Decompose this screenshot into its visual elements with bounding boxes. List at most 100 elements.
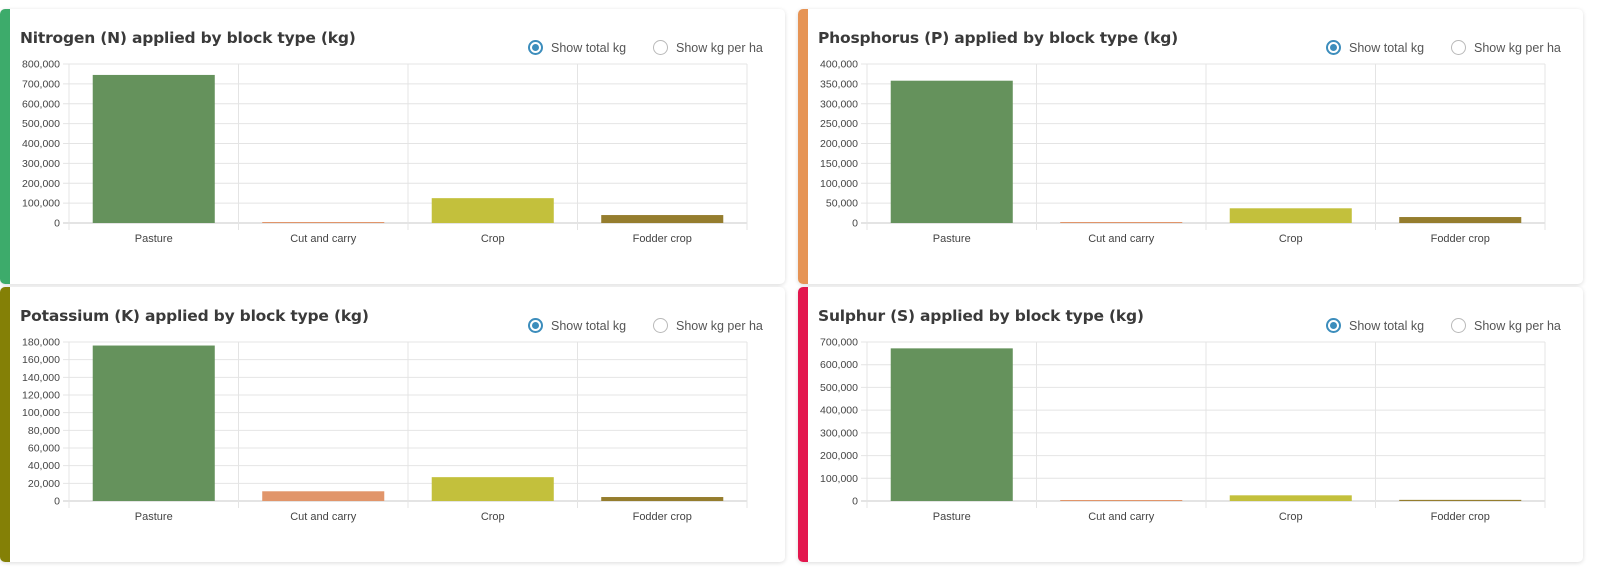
nitrogen-show-total-radio[interactable]: Show total kg bbox=[528, 40, 626, 55]
y-tick-label: 60,000 bbox=[28, 443, 60, 455]
y-tick-label: 40,000 bbox=[28, 460, 60, 472]
phosphorus-chart-title: Phosphorus (P) applied by block type (kg… bbox=[818, 29, 1178, 47]
bar-crop bbox=[1229, 495, 1352, 501]
y-tick-label: 180,000 bbox=[22, 337, 60, 349]
y-tick-label: 500,000 bbox=[820, 382, 858, 394]
x-tick-label: Fodder crop bbox=[633, 233, 692, 245]
y-tick-label: 200,000 bbox=[820, 138, 858, 150]
radio-checked-icon bbox=[1326, 318, 1341, 333]
y-tick-label: 700,000 bbox=[820, 337, 858, 349]
y-tick-label: 500,000 bbox=[22, 118, 60, 130]
y-tick-label: 150,000 bbox=[820, 158, 858, 170]
potassium-show-perha-label: Show kg per ha bbox=[676, 318, 763, 333]
phosphorus-show-total-radio[interactable]: Show total kg bbox=[1326, 40, 1424, 55]
y-tick-label: 100,000 bbox=[22, 407, 60, 419]
bar-cut-and-carry bbox=[262, 491, 385, 501]
sulphur-accent-bar bbox=[798, 287, 808, 562]
x-tick-label: Crop bbox=[1279, 233, 1303, 245]
x-tick-label: Pasture bbox=[933, 233, 971, 245]
potassium-show-perha-radio[interactable]: Show kg per ha bbox=[653, 318, 763, 333]
y-tick-label: 600,000 bbox=[22, 98, 60, 110]
y-tick-label: 80,000 bbox=[28, 425, 60, 437]
phosphorus-accent-bar bbox=[798, 9, 808, 284]
nitrogen-card: Nitrogen (N) applied by block type (kg) … bbox=[0, 9, 785, 284]
potassium-show-total-label: Show total kg bbox=[551, 318, 627, 333]
y-tick-label: 400,000 bbox=[820, 59, 858, 71]
y-tick-label: 100,000 bbox=[820, 178, 858, 190]
y-tick-label: 400,000 bbox=[22, 138, 60, 150]
bar-crop bbox=[431, 198, 554, 223]
bar-cut-and-carry bbox=[1060, 222, 1183, 223]
y-tick-label: 0 bbox=[852, 218, 858, 230]
potassium-card: Potassium (K) applied by block type (kg)… bbox=[0, 287, 785, 562]
nitrogen-bar-chart: 0 100,000 200,000 300,000 400,000 500,000 600,… bbox=[22, 59, 748, 245]
bar-crop bbox=[431, 477, 554, 501]
y-tick-label: 100,000 bbox=[820, 473, 858, 485]
x-tick-label: Pasture bbox=[933, 511, 971, 523]
radio-checked-icon bbox=[528, 40, 543, 55]
x-tick-label: Crop bbox=[481, 233, 505, 245]
potassium-accent-bar bbox=[0, 287, 10, 562]
sulphur-show-perha-label: Show kg per ha bbox=[1474, 318, 1561, 333]
phosphorus-card: Phosphorus (P) applied by block type (kg… bbox=[798, 9, 1583, 284]
bar-fodder-crop bbox=[601, 215, 724, 223]
y-tick-label: 200,000 bbox=[820, 450, 858, 462]
y-tick-label: 300,000 bbox=[820, 98, 858, 110]
sulphur-show-total-label: Show total kg bbox=[1349, 318, 1425, 333]
y-tick-label: 20,000 bbox=[28, 478, 60, 490]
radio-checked-icon bbox=[1326, 40, 1341, 55]
nitrogen-show-total-label: Show total kg bbox=[551, 40, 627, 55]
y-tick-label: 0 bbox=[852, 496, 858, 508]
potassium-bar-chart: 0 20,000 40,000 60,000 80,000 100,000 120,000 1… bbox=[22, 337, 748, 523]
radio-unchecked-icon bbox=[1451, 40, 1466, 55]
y-tick-label: 300,000 bbox=[22, 158, 60, 170]
y-tick-label: 0 bbox=[54, 496, 60, 508]
x-tick-label: Cut and carry bbox=[1088, 511, 1155, 523]
y-tick-label: 400,000 bbox=[820, 405, 858, 417]
x-tick-label: Crop bbox=[481, 511, 505, 523]
y-tick-label: 600,000 bbox=[820, 359, 858, 371]
radio-checked-icon bbox=[528, 318, 543, 333]
radio-unchecked-icon bbox=[1451, 318, 1466, 333]
x-tick-label: Cut and carry bbox=[290, 233, 357, 245]
y-tick-label: 140,000 bbox=[22, 372, 60, 384]
radio-unchecked-icon bbox=[653, 318, 668, 333]
bar-fodder-crop bbox=[601, 497, 724, 501]
nitrogen-accent-bar bbox=[0, 9, 10, 284]
y-tick-label: 0 bbox=[54, 218, 60, 230]
sulphur-chart-title: Sulphur (S) applied by block type (kg) bbox=[818, 307, 1144, 325]
y-tick-label: 700,000 bbox=[22, 78, 60, 90]
y-tick-label: 50,000 bbox=[826, 198, 858, 210]
sulphur-bar-chart: 0 100,000 200,000 300,000 400,000 500,000 600,… bbox=[820, 337, 1546, 523]
y-tick-label: 160,000 bbox=[22, 354, 60, 366]
nitrogen-chart-title: Nitrogen (N) applied by block type (kg) bbox=[20, 29, 356, 47]
y-tick-label: 200,000 bbox=[22, 178, 60, 190]
potassium-show-total-radio[interactable]: Show total kg bbox=[528, 318, 626, 333]
bar-fodder-crop bbox=[1399, 499, 1522, 501]
sulphur-card: Sulphur (S) applied by block type (kg) S… bbox=[798, 287, 1583, 562]
bar-cut-and-carry bbox=[262, 222, 385, 223]
bar-pasture bbox=[92, 74, 215, 224]
phosphorus-show-perha-radio[interactable]: Show kg per ha bbox=[1451, 40, 1561, 55]
x-tick-label: Fodder crop bbox=[633, 511, 692, 523]
x-tick-label: Cut and carry bbox=[290, 511, 357, 523]
sulphur-show-total-radio[interactable]: Show total kg bbox=[1326, 318, 1424, 333]
x-tick-label: Fodder crop bbox=[1431, 233, 1490, 245]
x-tick-label: Pasture bbox=[135, 511, 173, 523]
bar-pasture bbox=[92, 345, 215, 501]
bar-crop bbox=[1229, 208, 1352, 223]
x-tick-label: Pasture bbox=[135, 233, 173, 245]
phosphorus-show-total-label: Show total kg bbox=[1349, 40, 1425, 55]
y-tick-label: 300,000 bbox=[820, 427, 858, 439]
x-tick-label: Fodder crop bbox=[1431, 511, 1490, 523]
y-tick-label: 100,000 bbox=[22, 198, 60, 210]
nitrogen-show-perha-radio[interactable]: Show kg per ha bbox=[653, 40, 763, 55]
sulphur-show-perha-radio[interactable]: Show kg per ha bbox=[1451, 318, 1561, 333]
y-tick-label: 120,000 bbox=[22, 390, 60, 402]
radio-unchecked-icon bbox=[653, 40, 668, 55]
phosphorus-bar-chart: 0 50,000 100,000 150,000 200,000 250,000 300,0… bbox=[820, 59, 1546, 245]
y-tick-label: 800,000 bbox=[22, 59, 60, 71]
bar-cut-and-carry bbox=[1060, 500, 1183, 501]
bar-fodder-crop bbox=[1399, 217, 1522, 223]
y-tick-label: 350,000 bbox=[820, 78, 858, 90]
